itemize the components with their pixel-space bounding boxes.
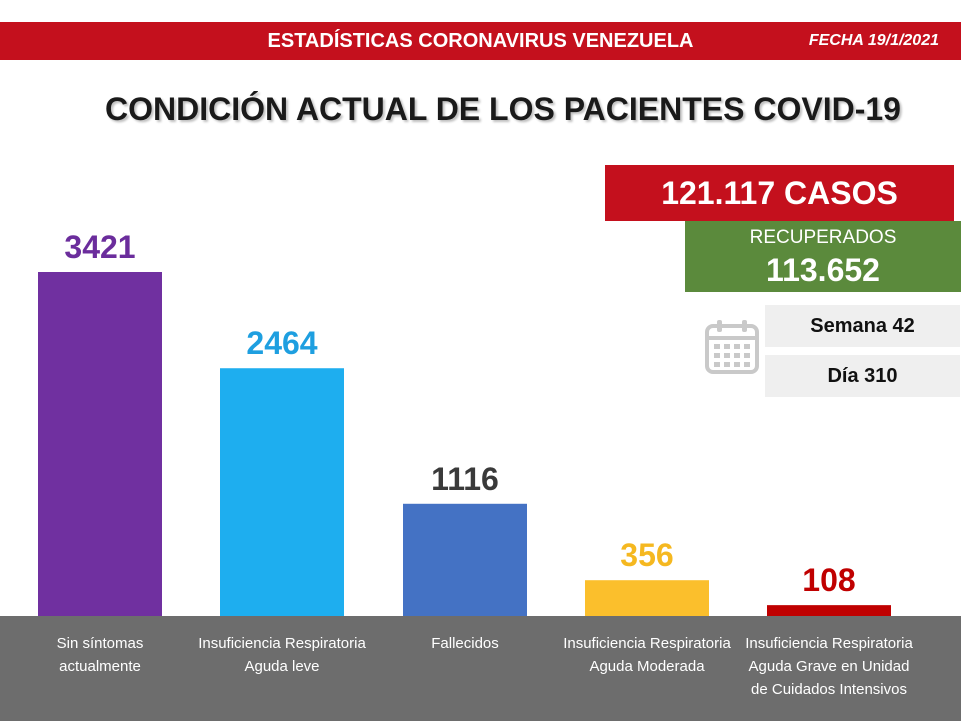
category-label-2: Insuficiencia Respiratoria Aguda leve — [198, 635, 366, 675]
bar-value-label-5: 108 — [802, 562, 855, 598]
category-label-3: Fallecidos — [431, 635, 499, 652]
recovered-value: 113.652 — [766, 252, 880, 288]
category-band — [0, 616, 961, 721]
bar-2 — [220, 368, 344, 616]
calendar-icon — [705, 320, 759, 374]
category-label-4: Insuficiencia Respiratoria Aguda Moderad… — [563, 635, 731, 675]
bar-value-label-3: 1116 — [431, 461, 499, 497]
bar-3 — [403, 503, 527, 616]
category-label-5: Insuficiencia Respiratoria Aguda Grave e… — [745, 635, 913, 698]
bar-value-label-2: 2464 — [246, 325, 317, 361]
bar-value-label-4: 356 — [620, 537, 673, 573]
bar-4 — [585, 580, 709, 616]
recovered-label: RECUPERADOS — [749, 227, 897, 248]
bar-1 — [38, 272, 162, 616]
recovered-box: RECUPERADOS 113.652 — [685, 221, 961, 292]
bar-5 — [767, 605, 891, 616]
week-label: Semana 42 — [765, 305, 960, 347]
total-cases-box: 121.117 CASOS — [605, 165, 954, 221]
header-bar: ESTADÍSTICAS CORONAVIRUS VENEZUELA FECHA… — [0, 22, 961, 60]
header-title: ESTADÍSTICAS CORONAVIRUS VENEZUELA — [267, 30, 694, 52]
day-label: Día 310 — [765, 355, 960, 397]
header-date: FECHA 19/1/2021 — [808, 32, 939, 49]
bar-value-label-1: 3421 — [64, 229, 135, 265]
page-title: CONDICIÓN ACTUAL DE LOS PACIENTES COVID-… — [105, 91, 901, 127]
category-label-1: Sin síntomas actualmente — [56, 635, 144, 675]
